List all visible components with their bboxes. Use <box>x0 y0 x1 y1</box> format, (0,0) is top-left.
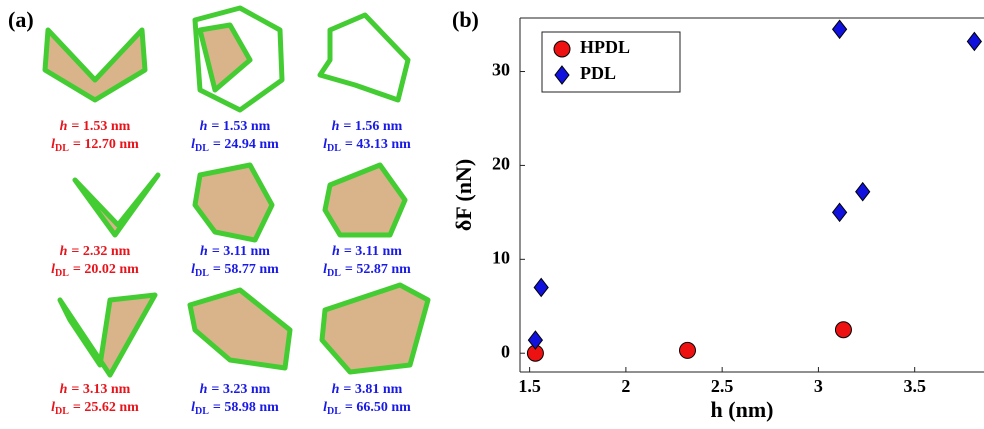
x-tick-label: 3 <box>814 376 823 396</box>
h-caption: h = 3.11 nm <box>332 244 402 259</box>
point <box>835 322 851 338</box>
h-symbol: h <box>200 244 208 259</box>
x-tick-label: 3.5 <box>903 376 926 396</box>
l-caption: lDL= 58.77 nm <box>191 262 279 279</box>
point <box>680 342 696 358</box>
y-tick-label: 20 <box>492 154 510 174</box>
h-caption: h= 3.23 nm <box>200 382 271 397</box>
h-symbol: h <box>332 244 340 259</box>
h-caption: h= 1.53 nm <box>200 119 271 134</box>
l-value: = 24.94 nm <box>213 137 279 152</box>
l-caption: lDL= 58.98 nm <box>191 400 279 417</box>
h-symbol: h <box>200 382 208 397</box>
structure <box>320 15 408 100</box>
y-tick-label: 10 <box>492 247 510 267</box>
l-subscript: DL <box>55 143 69 154</box>
h-value: = 1.56 nm <box>343 119 402 134</box>
l-value: = 25.62 nm <box>73 400 139 415</box>
h-value: = 3.23 nm <box>211 382 270 397</box>
point <box>856 183 870 201</box>
structure <box>322 285 428 372</box>
y-axis-label: δF (nN) <box>451 159 476 231</box>
point <box>554 41 570 57</box>
legend-label: HPDL <box>580 37 630 57</box>
l-value: = 52.87 nm <box>345 262 411 277</box>
panel-label: (a) <box>8 7 34 32</box>
structure <box>60 295 155 375</box>
structure <box>190 290 290 368</box>
h-value: = 2.32 nm <box>71 244 130 259</box>
h-symbol: h <box>60 244 68 259</box>
l-subscript: DL <box>55 406 69 417</box>
point <box>534 278 548 296</box>
h-symbol: h <box>332 382 340 397</box>
y-tick-label: 30 <box>492 60 510 80</box>
structure <box>45 30 145 100</box>
l-value: = 12.70 nm <box>73 137 139 152</box>
structure <box>200 25 250 90</box>
l-subscript: DL <box>327 143 341 154</box>
x-tick-label: 2.5 <box>711 376 734 396</box>
h-value: = 1.53 nm <box>211 119 270 134</box>
l-value: = 43.13 nm <box>345 137 411 152</box>
l-value: = 66.50 nm <box>345 400 411 415</box>
y-tick-label: 0 <box>501 341 510 361</box>
h-caption: h= 3.81 nm <box>332 382 403 397</box>
h-value: = 3.11 nm <box>212 244 270 259</box>
l-subscript: DL <box>55 268 69 279</box>
l-subscript: DL <box>195 143 209 154</box>
l-caption: lDL= 43.13 nm <box>323 137 411 154</box>
structure <box>75 175 158 235</box>
l-value: = 58.98 nm <box>213 400 279 415</box>
l-caption: lDL= 66.50 nm <box>323 400 411 417</box>
l-subscript: DL <box>195 406 209 417</box>
h-caption: h= 3.13 nm <box>60 382 131 397</box>
h-value: = 3.13 nm <box>71 382 130 397</box>
legend-label: PDL <box>580 63 616 83</box>
structure <box>195 165 272 240</box>
l-caption: lDL= 20.02 nm <box>51 262 139 279</box>
l-value: = 58.77 nm <box>213 262 279 277</box>
l-subscript: DL <box>327 268 341 279</box>
h-symbol: h <box>60 119 68 134</box>
h-caption: h= 1.56 nm <box>332 119 403 134</box>
h-caption: h = 3.11 nm <box>200 244 270 259</box>
l-subscript: DL <box>195 268 209 279</box>
structure-images <box>45 8 428 375</box>
h-symbol: h <box>200 119 208 134</box>
h-caption: h= 2.32 nm <box>60 244 131 259</box>
l-caption: lDL= 12.70 nm <box>51 137 139 154</box>
h-symbol: h <box>332 119 340 134</box>
structure <box>325 165 405 235</box>
x-tick-label: 2 <box>621 376 630 396</box>
l-caption: lDL= 24.94 nm <box>191 137 279 154</box>
h-value: = 3.11 nm <box>344 244 402 259</box>
x-tick-label: 1.5 <box>518 376 541 396</box>
point <box>967 32 981 50</box>
l-caption: lDL= 52.87 nm <box>323 262 411 279</box>
h-value: = 1.53 nm <box>71 119 130 134</box>
figure: (a) h= 1.53 nmlDL= 12.70 nmh= 1.53 nmlDL… <box>0 0 984 429</box>
l-caption: lDL= 25.62 nm <box>51 400 139 417</box>
point <box>833 20 847 38</box>
panel-label: (b) <box>452 7 479 32</box>
h-caption: h= 1.53 nm <box>60 119 131 134</box>
h-value: = 3.81 nm <box>343 382 402 397</box>
l-subscript: DL <box>327 406 341 417</box>
l-value: = 20.02 nm <box>73 262 139 277</box>
x-axis-label: h (nm) <box>711 397 774 422</box>
h-symbol: h <box>60 382 68 397</box>
point <box>833 203 847 221</box>
